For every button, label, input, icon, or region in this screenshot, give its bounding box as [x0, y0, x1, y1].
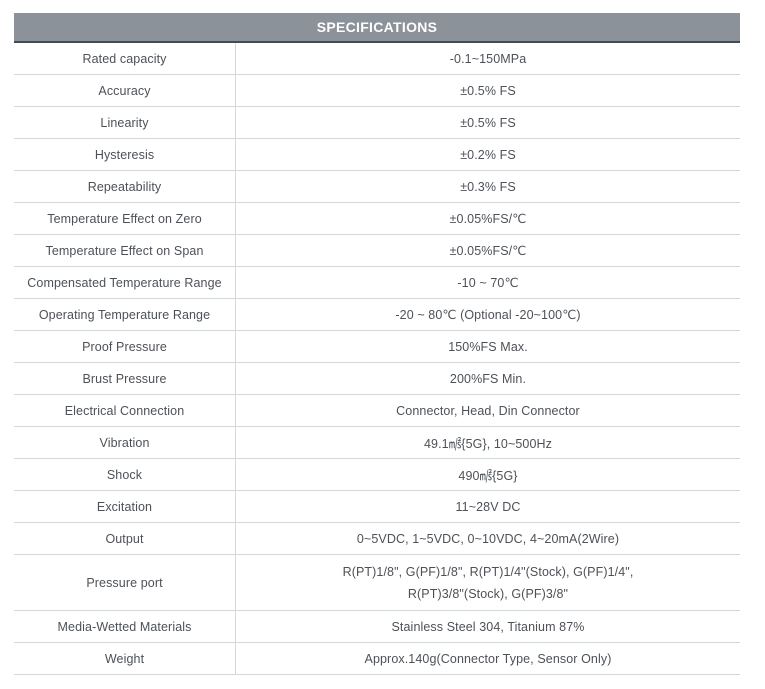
- spec-label: Temperature Effect on Zero: [14, 203, 236, 234]
- spec-row-accuracy: Accuracy ±0.5% FS: [14, 75, 740, 107]
- spec-value: ±0.2% FS: [460, 147, 516, 162]
- spec-label: Repeatability: [14, 171, 236, 202]
- spec-row-linearity: Linearity ±0.5% FS: [14, 107, 740, 139]
- table-title: SPECIFICATIONS: [316, 19, 438, 35]
- spec-row-operating-temp-range: Operating Temperature Range -20 ~ 80℃ (O…: [14, 299, 740, 331]
- spec-value: ±0.5% FS: [460, 83, 516, 98]
- spec-label: Output: [14, 523, 236, 554]
- specifications-table: SPECIFICATIONS Rated capacity -0.1~150MP…: [14, 13, 740, 675]
- spec-label: Temperature Effect on Span: [14, 235, 236, 266]
- spec-row-proof-pressure: Proof Pressure 150%FS Max.: [14, 331, 740, 363]
- spec-value: ±0.5% FS: [460, 115, 516, 130]
- spec-label: Operating Temperature Range: [14, 299, 236, 330]
- spec-label: Accuracy: [14, 75, 236, 106]
- spec-row-media-wetted-materials: Media-Wetted Materials Stainless Steel 3…: [14, 611, 740, 643]
- spec-row-vibration: Vibration 49.1㎨{5G}, 10~500Hz: [14, 427, 740, 459]
- spec-value: 150%FS Max.: [448, 339, 528, 354]
- spec-value: ±0.3% FS: [460, 179, 516, 194]
- spec-label: Vibration: [14, 427, 236, 458]
- spec-row-electrical-connection: Electrical Connection Connector, Head, D…: [14, 395, 740, 427]
- spec-label: Media-Wetted Materials: [14, 611, 236, 642]
- spec-label: Electrical Connection: [14, 395, 236, 426]
- spec-label: Pressure port: [14, 555, 236, 610]
- spec-value: Stainless Steel 304, Titanium 87%: [391, 619, 585, 634]
- spec-label: Linearity: [14, 107, 236, 138]
- spec-label: Proof Pressure: [14, 331, 236, 362]
- table-header: SPECIFICATIONS: [14, 13, 740, 43]
- spec-row-pressure-port: Pressure port R(PT)1/8", G(PF)1/8", R(PT…: [14, 555, 740, 611]
- spec-row-excitation: Excitation 11~28V DC: [14, 491, 740, 523]
- spec-row-rated-capacity: Rated capacity -0.1~150MPa: [14, 43, 740, 75]
- spec-label: Hysteresis: [14, 139, 236, 170]
- spec-label: Weight: [14, 643, 236, 674]
- spec-row-temp-effect-span: Temperature Effect on Span ±0.05%FS/℃: [14, 235, 740, 267]
- spec-value: Approx.140g(Connector Type, Sensor Only): [364, 651, 612, 666]
- spec-value: 11~28V DC: [455, 499, 521, 514]
- spec-row-temp-effect-zero: Temperature Effect on Zero ±0.05%FS/℃: [14, 203, 740, 235]
- spec-value: 49.1㎨{5G}, 10~500Hz: [423, 437, 553, 451]
- spec-row-hysteresis: Hysteresis ±0.2% FS: [14, 139, 740, 171]
- spec-value: 0~5VDC, 1~5VDC, 0~10VDC, 4~20mA(2Wire): [356, 531, 620, 546]
- spec-row-compensated-temp-range: Compensated Temperature Range -10 ~ 70℃: [14, 267, 740, 299]
- spec-value: 490㎨{5G}: [458, 469, 518, 483]
- spec-value: 200%FS Min.: [449, 371, 527, 386]
- spec-label: Excitation: [14, 491, 236, 522]
- spec-value: Connector, Head, Din Connector: [396, 403, 580, 418]
- spec-value: ±0.05%FS/℃: [449, 212, 527, 226]
- spec-value: ±0.05%FS/℃: [449, 244, 527, 258]
- spec-label: Brust Pressure: [14, 363, 236, 394]
- spec-label: Shock: [14, 459, 236, 490]
- spec-value: -20 ~ 80℃ (Optional -20~100℃): [395, 308, 581, 322]
- spec-row-repeatability: Repeatability ±0.3% FS: [14, 171, 740, 203]
- spec-label: Rated capacity: [14, 43, 236, 74]
- spec-label: Compensated Temperature Range: [14, 267, 236, 298]
- spec-value-line-1: R(PT)1/8", G(PF)1/8", R(PT)1/4"(Stock), …: [342, 564, 634, 579]
- spec-row-brust-pressure: Brust Pressure 200%FS Min.: [14, 363, 740, 395]
- spec-value: -0.1~150MPa: [449, 51, 527, 66]
- spec-row-output: Output 0~5VDC, 1~5VDC, 0~10VDC, 4~20mA(2…: [14, 523, 740, 555]
- spec-row-weight: Weight Approx.140g(Connector Type, Senso…: [14, 643, 740, 675]
- spec-value: R(PT)1/8", G(PF)1/8", R(PT)1/4"(Stock), …: [236, 555, 740, 610]
- spec-value-line-2: R(PT)3/8"(Stock), G(PF)3/8": [407, 586, 569, 601]
- spec-value: -10 ~ 70℃: [457, 276, 519, 290]
- spec-row-shock: Shock 490㎨{5G}: [14, 459, 740, 491]
